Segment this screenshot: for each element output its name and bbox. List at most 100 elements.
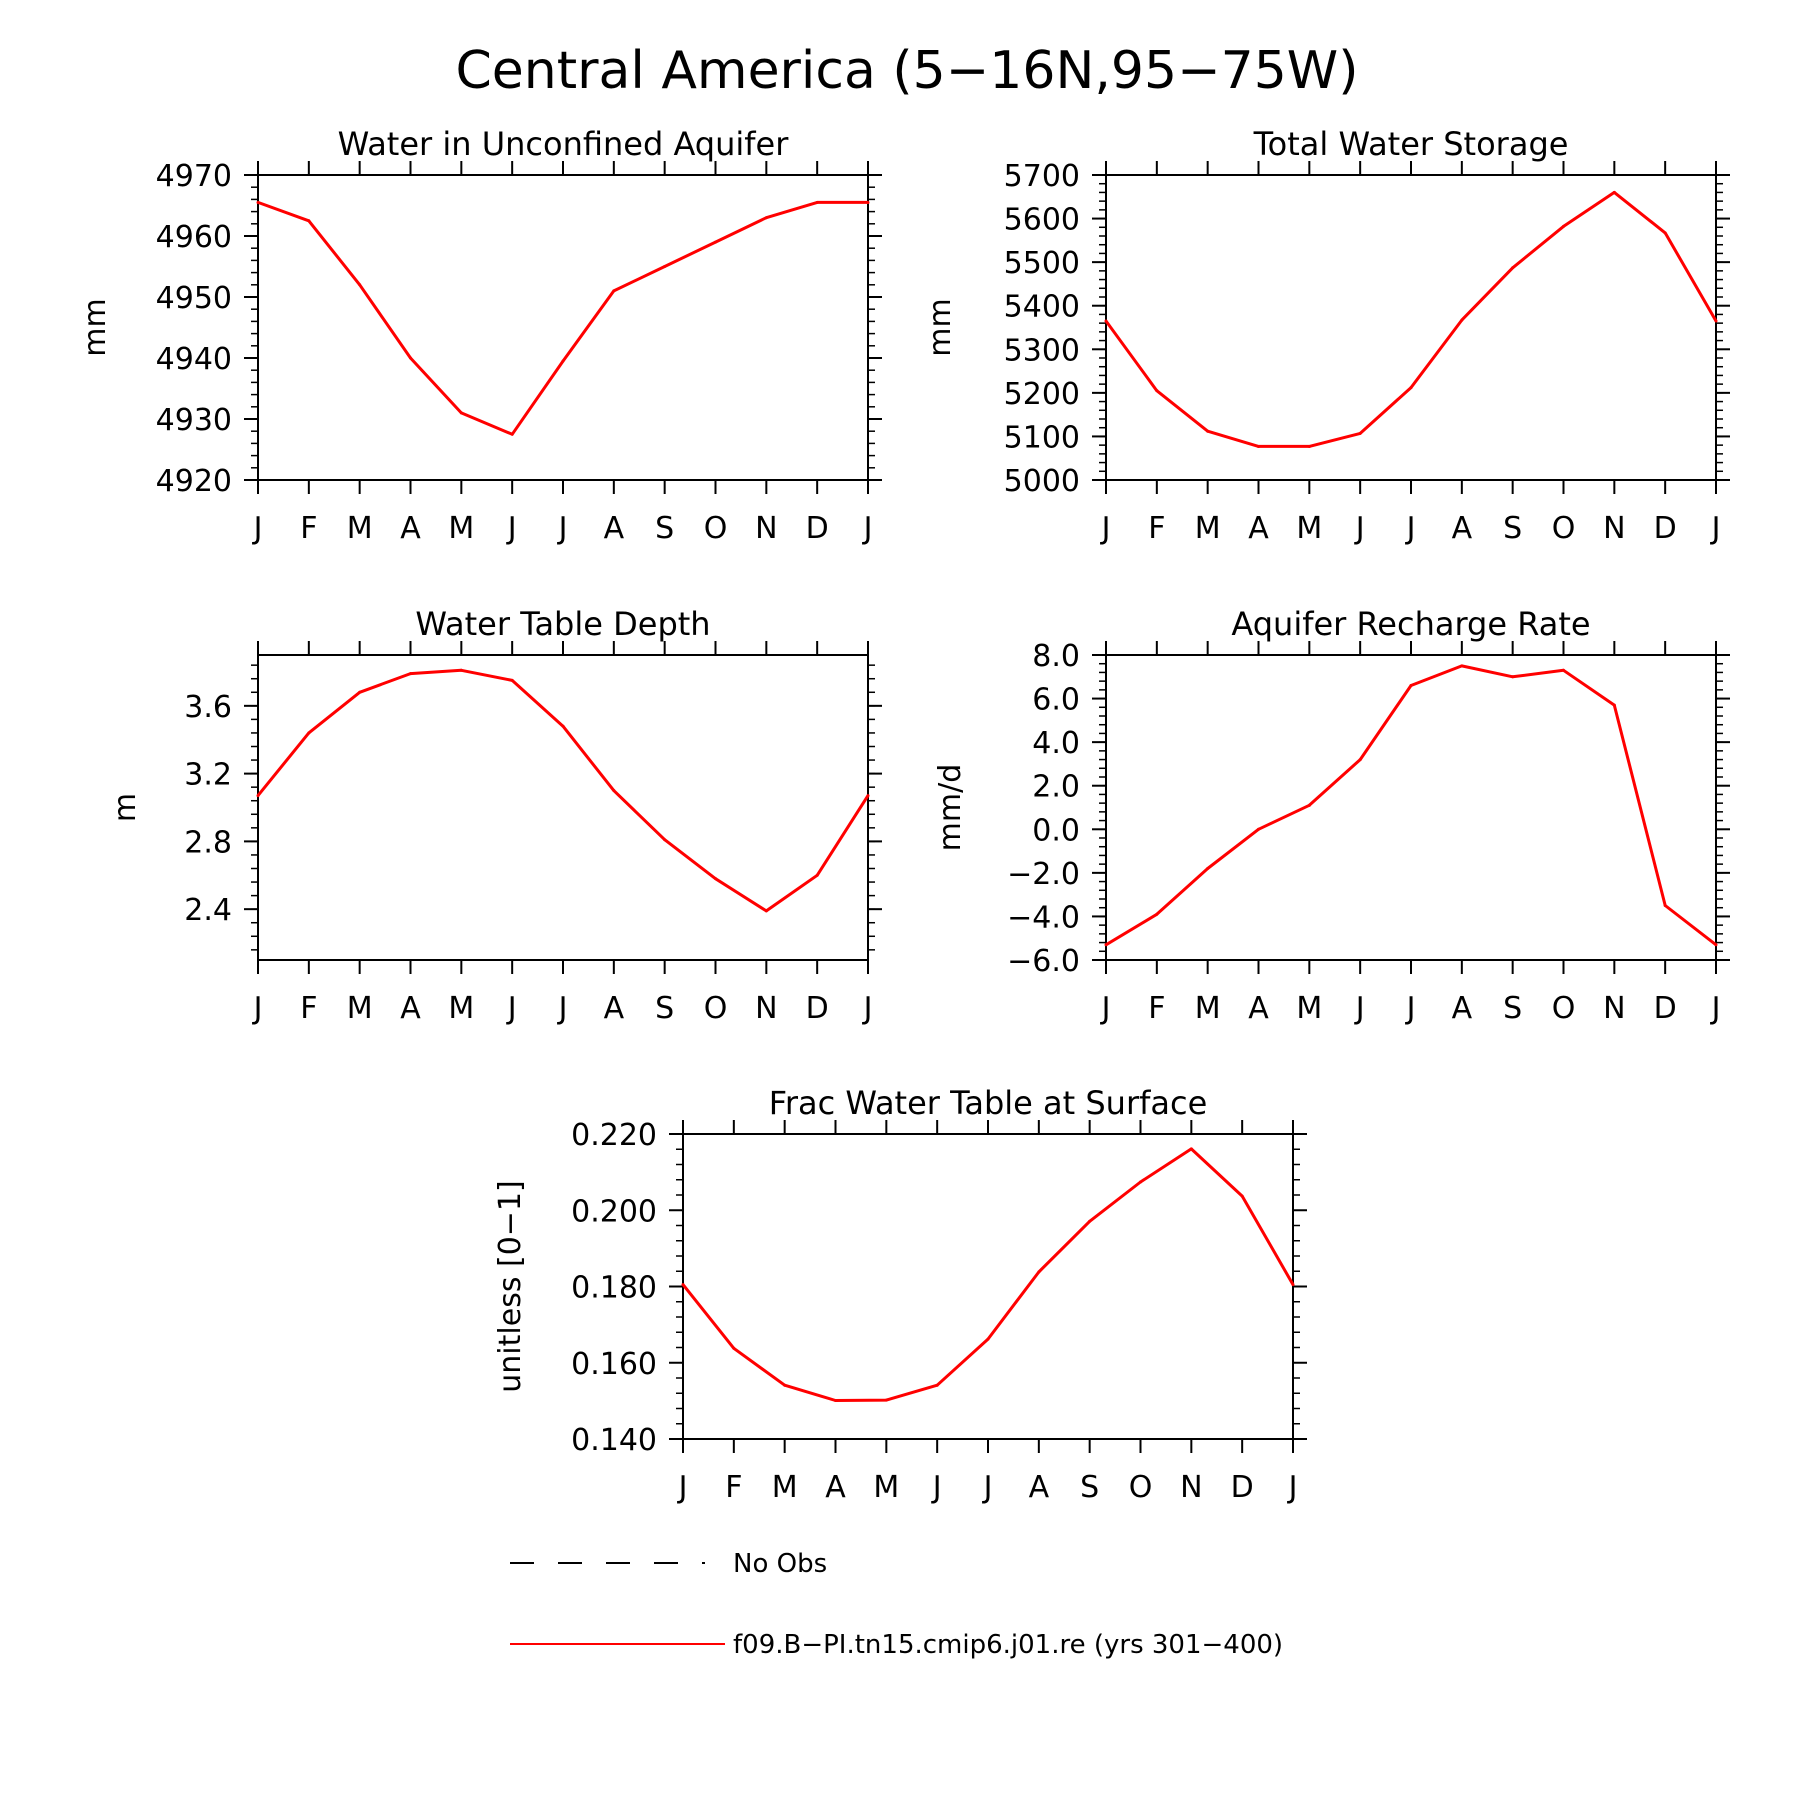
panel-title-frac-water-table-at-surface: Frac Water Table at Surface	[769, 1084, 1208, 1122]
x-tick-label: J	[1710, 511, 1721, 546]
x-tick-label: A	[1452, 511, 1473, 546]
x-tick-label: S	[1503, 991, 1522, 1026]
y-tick-label: 0.180	[571, 1271, 657, 1306]
data-point	[1460, 664, 1464, 668]
data-point	[307, 219, 311, 223]
data-point	[1358, 431, 1362, 435]
x-tick-label: A	[400, 511, 421, 546]
x-tick-label: D	[1654, 991, 1677, 1026]
x-tick-label: S	[1503, 511, 1522, 546]
data-point	[358, 690, 362, 694]
x-tick-label: J	[1405, 511, 1416, 546]
y-axis-label-total-water-storage: mm	[923, 298, 958, 356]
data-point	[1291, 1283, 1295, 1287]
legend: No Obs f09.B−PI.tn15.cmip6.j01.re (yrs 3…	[510, 1549, 1283, 1660]
x-tick-label: F	[300, 511, 317, 546]
x-tick-label: A	[604, 511, 625, 546]
x-tick-label: A	[604, 991, 625, 1026]
data-point	[935, 1383, 939, 1387]
data-point	[815, 873, 819, 877]
data-point	[256, 200, 260, 204]
panel-title-total-water-storage: Total Water Storage	[1253, 125, 1569, 163]
x-tick-label: O	[1552, 991, 1576, 1026]
data-point	[1663, 904, 1667, 908]
x-tick-label: N	[755, 991, 777, 1026]
data-point	[561, 359, 565, 363]
y-axis-label-water-in-unconfined-aquifer: mm	[78, 298, 113, 356]
x-tick-label: J	[506, 991, 517, 1026]
x-tick-label: D	[1231, 1470, 1254, 1505]
data-point	[764, 909, 768, 913]
data-point	[1307, 803, 1311, 807]
x-tick-label: J	[862, 991, 873, 1026]
data-point	[714, 240, 717, 244]
panel-title-water-table-depth: Water Table Depth	[415, 605, 710, 643]
y-tick-label: 0.0	[1032, 813, 1080, 848]
data-point	[1714, 319, 1718, 323]
x-tick-label: J	[862, 511, 873, 546]
x-tick-label: J	[557, 991, 568, 1026]
plot-frame-total-water-storage	[1105, 174, 1717, 481]
data-point	[1511, 266, 1515, 270]
x-tick-label: A	[1248, 511, 1269, 546]
data-point	[307, 731, 311, 735]
data-point	[409, 356, 412, 360]
x-tick-label: F	[300, 991, 317, 1026]
panel-title-water-in-unconfined-aquifer: Water in Unconfined Aquifer	[338, 125, 790, 163]
y-tick-label: 3.6	[184, 690, 232, 725]
data-point	[1206, 867, 1210, 870]
x-tick-label: J	[1710, 991, 1721, 1026]
y-tick-label: −6.0	[1007, 944, 1080, 979]
data-point	[663, 265, 667, 268]
x-tick-label: J	[252, 991, 263, 1026]
data-point	[561, 724, 565, 728]
x-tick-label: D	[806, 991, 829, 1026]
y-tick-label: 5000	[1004, 464, 1080, 499]
y-tick-label: 5600	[1004, 203, 1080, 238]
y-tick-label: 5400	[1004, 290, 1080, 325]
y-tick-label: 5500	[1004, 246, 1080, 281]
data-point	[884, 1398, 888, 1402]
x-tick-label: M	[448, 511, 474, 546]
series-line-total-water-storage	[1104, 190, 1718, 448]
y-tick-label: 0.140	[571, 1423, 657, 1458]
y-tick-label: 0.160	[571, 1347, 657, 1382]
x-tick-label: M	[1195, 511, 1221, 546]
x-tick-label: J	[982, 1470, 993, 1505]
figure-title: Central America (5−16N,95−75W)	[455, 41, 1358, 101]
y-tick-label: 5100	[1004, 420, 1080, 455]
data-point	[1663, 231, 1667, 235]
data-point	[459, 411, 463, 415]
y-tick-label: 2.8	[184, 825, 232, 860]
data-point	[764, 216, 768, 220]
x-tick-label: M	[347, 991, 373, 1026]
data-point	[1206, 429, 1210, 433]
data-point	[663, 838, 667, 842]
data-point	[1358, 758, 1362, 762]
x-tick-label: M	[1296, 511, 1322, 546]
y-tick-label: 2.0	[1032, 770, 1080, 805]
data-point	[1460, 318, 1464, 322]
y-axis-label-aquifer-recharge-rate: mm/d	[933, 764, 968, 852]
x-tick-label: J	[1354, 511, 1365, 546]
x-tick-label: M	[1296, 991, 1322, 1026]
x-tick-label: J	[557, 511, 568, 546]
data-point	[1104, 319, 1108, 323]
data-point	[1562, 224, 1565, 228]
x-tick-label: N	[755, 511, 777, 546]
x-tick-label: S	[655, 991, 674, 1026]
data-point	[783, 1383, 787, 1387]
x-tick-label: D	[806, 511, 829, 546]
x-tick-label: M	[347, 511, 373, 546]
series-line-water-in-unconfined-aquifer	[257, 200, 868, 436]
data-point	[1257, 444, 1260, 448]
x-tick-label: O	[704, 991, 728, 1026]
data-point	[681, 1283, 685, 1287]
x-tick-label: M	[873, 1470, 899, 1505]
data-point	[256, 794, 260, 798]
y-tick-label: 0.220	[571, 1118, 657, 1153]
